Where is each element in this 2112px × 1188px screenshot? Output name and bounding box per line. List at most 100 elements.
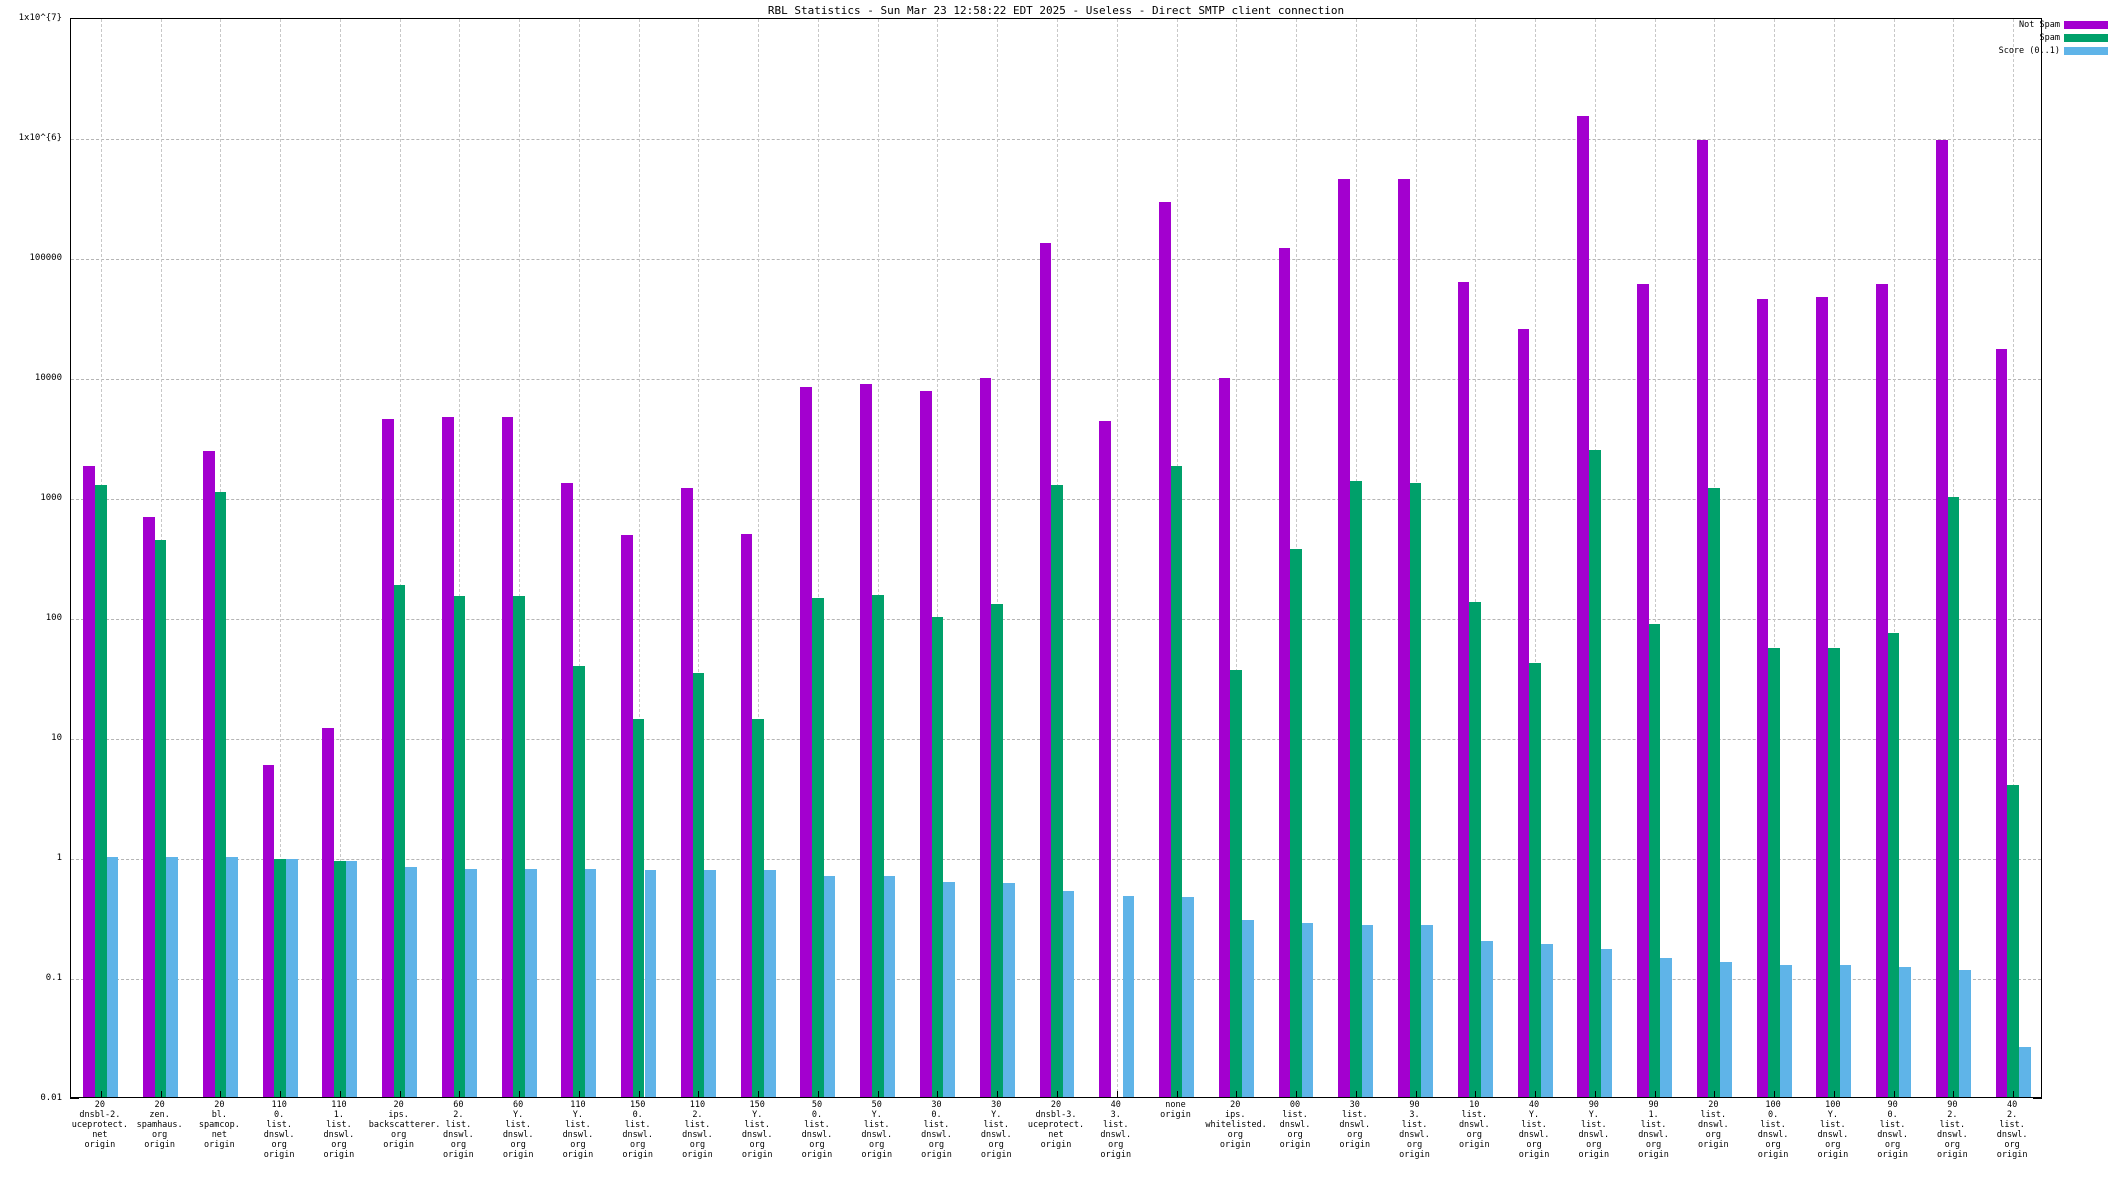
bar-score[interactable]	[1720, 962, 1732, 1097]
bar-spam[interactable]	[453, 595, 466, 1097]
bar-notspam[interactable]	[680, 487, 693, 1097]
bar-notspam[interactable]	[322, 727, 335, 1097]
bar-spam[interactable]	[1768, 648, 1780, 1097]
bar-notspam[interactable]	[1338, 178, 1350, 1097]
bar-score[interactable]	[1899, 966, 1912, 1097]
bar-spam[interactable]	[1170, 466, 1183, 1097]
bar-score[interactable]	[1660, 957, 1673, 1097]
bar-group[interactable]	[1756, 19, 1792, 1097]
bar-group[interactable]	[1457, 19, 1493, 1097]
bar-score[interactable]	[1779, 964, 1792, 1097]
bar-group[interactable]	[860, 19, 896, 1097]
bar-notspam[interactable]	[1696, 139, 1709, 1097]
bar-group[interactable]	[322, 19, 358, 1097]
bar-group[interactable]	[1995, 19, 2031, 1097]
bar-notspam[interactable]	[740, 534, 753, 1097]
bar-group[interactable]	[1517, 19, 1553, 1097]
bar-notspam[interactable]	[501, 417, 514, 1097]
bar-notspam[interactable]	[1099, 420, 1111, 1097]
bar-spam[interactable]	[274, 858, 286, 1097]
legend-item[interactable]: Spam	[1908, 31, 2108, 44]
bar-notspam[interactable]	[1457, 281, 1470, 1097]
bar-group[interactable]	[1816, 19, 1852, 1097]
bar-group[interactable]	[920, 19, 955, 1097]
bar-group[interactable]	[1338, 19, 1374, 1097]
bar-score[interactable]	[1122, 896, 1135, 1097]
bar-spam[interactable]	[752, 719, 764, 1097]
bar-spam[interactable]	[154, 539, 167, 1097]
bar-spam[interactable]	[95, 485, 107, 1097]
bar-spam[interactable]	[1409, 483, 1422, 1097]
bar-group[interactable]	[202, 19, 238, 1097]
bar-score[interactable]	[2018, 1047, 2031, 1097]
bar-group[interactable]	[501, 19, 537, 1097]
bar-spam[interactable]	[2007, 784, 2019, 1097]
bar-score[interactable]	[1242, 919, 1254, 1097]
bar-group[interactable]	[800, 19, 836, 1097]
bar-group[interactable]	[621, 19, 657, 1097]
bar-score[interactable]	[1182, 897, 1194, 1097]
bar-spam[interactable]	[931, 617, 944, 1097]
bar-notspam[interactable]	[1995, 349, 2008, 1097]
bar-spam[interactable]	[1051, 485, 1063, 1097]
bar-notspam[interactable]	[1278, 247, 1291, 1097]
bar-notspam[interactable]	[1577, 115, 1589, 1097]
bar-group[interactable]	[441, 19, 477, 1097]
bar-group[interactable]	[382, 19, 418, 1097]
bar-notspam[interactable]	[621, 535, 633, 1097]
bar-notspam[interactable]	[1039, 243, 1052, 1097]
bar-spam[interactable]	[1828, 648, 1840, 1097]
bar-group[interactable]	[561, 19, 597, 1097]
bar-spam[interactable]	[1290, 548, 1302, 1097]
bar-group[interactable]	[143, 19, 179, 1097]
bar-spam[interactable]	[1469, 602, 1482, 1097]
bar-group[interactable]	[1577, 19, 1613, 1097]
bar-notspam[interactable]	[83, 466, 96, 1097]
bar-score[interactable]	[1062, 891, 1075, 1097]
bar-spam[interactable]	[393, 584, 406, 1097]
bar-group[interactable]	[1099, 19, 1135, 1097]
bar-notspam[interactable]	[1637, 283, 1649, 1097]
bar-notspam[interactable]	[561, 483, 574, 1097]
bar-score[interactable]	[1959, 969, 1971, 1097]
bar-notspam[interactable]	[1517, 329, 1530, 1097]
bar-spam[interactable]	[1349, 481, 1362, 1097]
bar-notspam[interactable]	[143, 517, 155, 1097]
bar-group[interactable]	[83, 19, 119, 1097]
bar-group[interactable]	[1218, 19, 1254, 1097]
bar-score[interactable]	[166, 857, 179, 1097]
bar-notspam[interactable]	[1398, 178, 1410, 1097]
bar-group[interactable]	[1935, 19, 1971, 1097]
bar-spam[interactable]	[334, 860, 346, 1097]
bar-score[interactable]	[1540, 943, 1553, 1097]
bar-spam[interactable]	[1648, 624, 1661, 1097]
bar-spam[interactable]	[214, 492, 227, 1097]
bar-score[interactable]	[1839, 965, 1852, 1097]
bar-notspam[interactable]	[382, 418, 394, 1097]
bar-score[interactable]	[226, 857, 238, 1097]
bar-group[interactable]	[262, 19, 298, 1097]
bar-score[interactable]	[345, 860, 358, 1097]
bar-score[interactable]	[465, 868, 477, 1097]
bar-score[interactable]	[823, 876, 836, 1097]
bar-notspam[interactable]	[202, 451, 215, 1097]
bar-group[interactable]	[680, 19, 716, 1097]
bar-group[interactable]	[1159, 19, 1194, 1097]
bar-spam[interactable]	[812, 597, 824, 1097]
bar-group[interactable]	[1696, 19, 1732, 1097]
bar-score[interactable]	[1481, 940, 1493, 1097]
bar-notspam[interactable]	[1816, 297, 1828, 1097]
bar-group[interactable]	[1637, 19, 1673, 1097]
bar-group[interactable]	[1039, 19, 1075, 1097]
bar-score[interactable]	[285, 859, 298, 1097]
bar-notspam[interactable]	[441, 417, 454, 1097]
bar-spam[interactable]	[1887, 632, 1900, 1097]
bar-notspam[interactable]	[1876, 283, 1888, 1097]
bar-score[interactable]	[1361, 925, 1374, 1097]
bar-notspam[interactable]	[920, 390, 932, 1097]
bar-score[interactable]	[1003, 882, 1015, 1097]
bar-notspam[interactable]	[1159, 201, 1171, 1097]
bar-score[interactable]	[584, 869, 597, 1097]
bar-group[interactable]	[1876, 19, 1912, 1097]
bar-spam[interactable]	[1708, 487, 1721, 1097]
